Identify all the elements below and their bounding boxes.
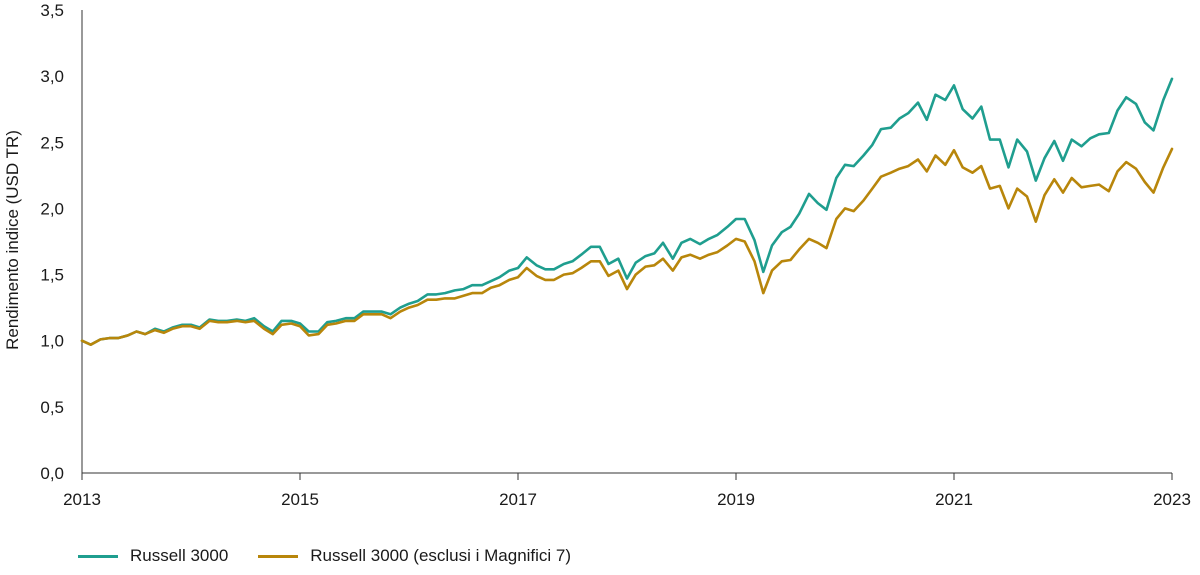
x-tick-label: 2021: [935, 490, 973, 509]
x-axis: 2013 2015 2017 2019 2021 2023: [63, 472, 1191, 509]
y-axis-label: Rendimento indice (USD TR): [3, 130, 22, 350]
series-line-russell-3000: [80, 77, 1174, 346]
y-tick-label: 3,5: [40, 1, 64, 20]
y-tick-label: 0,0: [40, 464, 64, 483]
y-tick-label: 2,0: [40, 199, 64, 218]
y-tick-label: 1,5: [40, 266, 64, 285]
y-tick-label: 0,5: [40, 398, 64, 417]
x-tick-label: 2019: [717, 490, 755, 509]
x-tick-label: 2015: [281, 490, 319, 509]
line-chart: 0,00,51,01,52,02,53,03,5 2013 2015 2017 201…: [3, 1, 1191, 509]
legend-label-russell-3000-ex-mag7: Russell 3000 (esclusi i Magnifici 7): [310, 546, 572, 565]
legend: Russell 3000 Russell 3000 (esclusi i Mag…: [78, 546, 571, 566]
x-tick-label: 2023: [1153, 490, 1191, 509]
y-axis: 0,0 0,5 1,0 1,5 2,0 2,5 3,0 3,5: [40, 1, 83, 483]
y-tick-label: 1,0: [40, 332, 64, 351]
series-line-russell-3000-ex-mag7: [80, 147, 1174, 346]
legend-item-russell-3000: Russell 3000: [78, 546, 228, 566]
legend-item-russell-3000-ex-mag7: Russell 3000 (esclusi i Magnifici 7): [258, 546, 571, 566]
legend-swatch-russell-3000-ex-mag7: [258, 554, 299, 558]
legend-label-russell-3000: Russell 3000: [130, 546, 229, 565]
x-tick-label: 2013: [63, 490, 101, 509]
y-tick-label: 2,5: [40, 133, 64, 152]
x-tick-label: 2017: [499, 490, 537, 509]
y-tick-label: 3,0: [40, 67, 64, 86]
legend-swatch-russell-3000: [78, 554, 118, 558]
series-layer: [80, 77, 1174, 346]
